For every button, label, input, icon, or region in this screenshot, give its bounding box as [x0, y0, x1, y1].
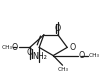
Text: O: O	[55, 24, 61, 33]
Text: O: O	[11, 43, 18, 52]
Text: O: O	[79, 51, 85, 60]
Text: CH₃: CH₃	[88, 53, 99, 58]
Text: NH₂: NH₂	[32, 52, 47, 61]
Text: O: O	[70, 43, 76, 52]
Text: O: O	[27, 48, 33, 57]
Text: CH₃: CH₃	[58, 67, 68, 72]
Text: CH₃: CH₃	[2, 45, 13, 50]
